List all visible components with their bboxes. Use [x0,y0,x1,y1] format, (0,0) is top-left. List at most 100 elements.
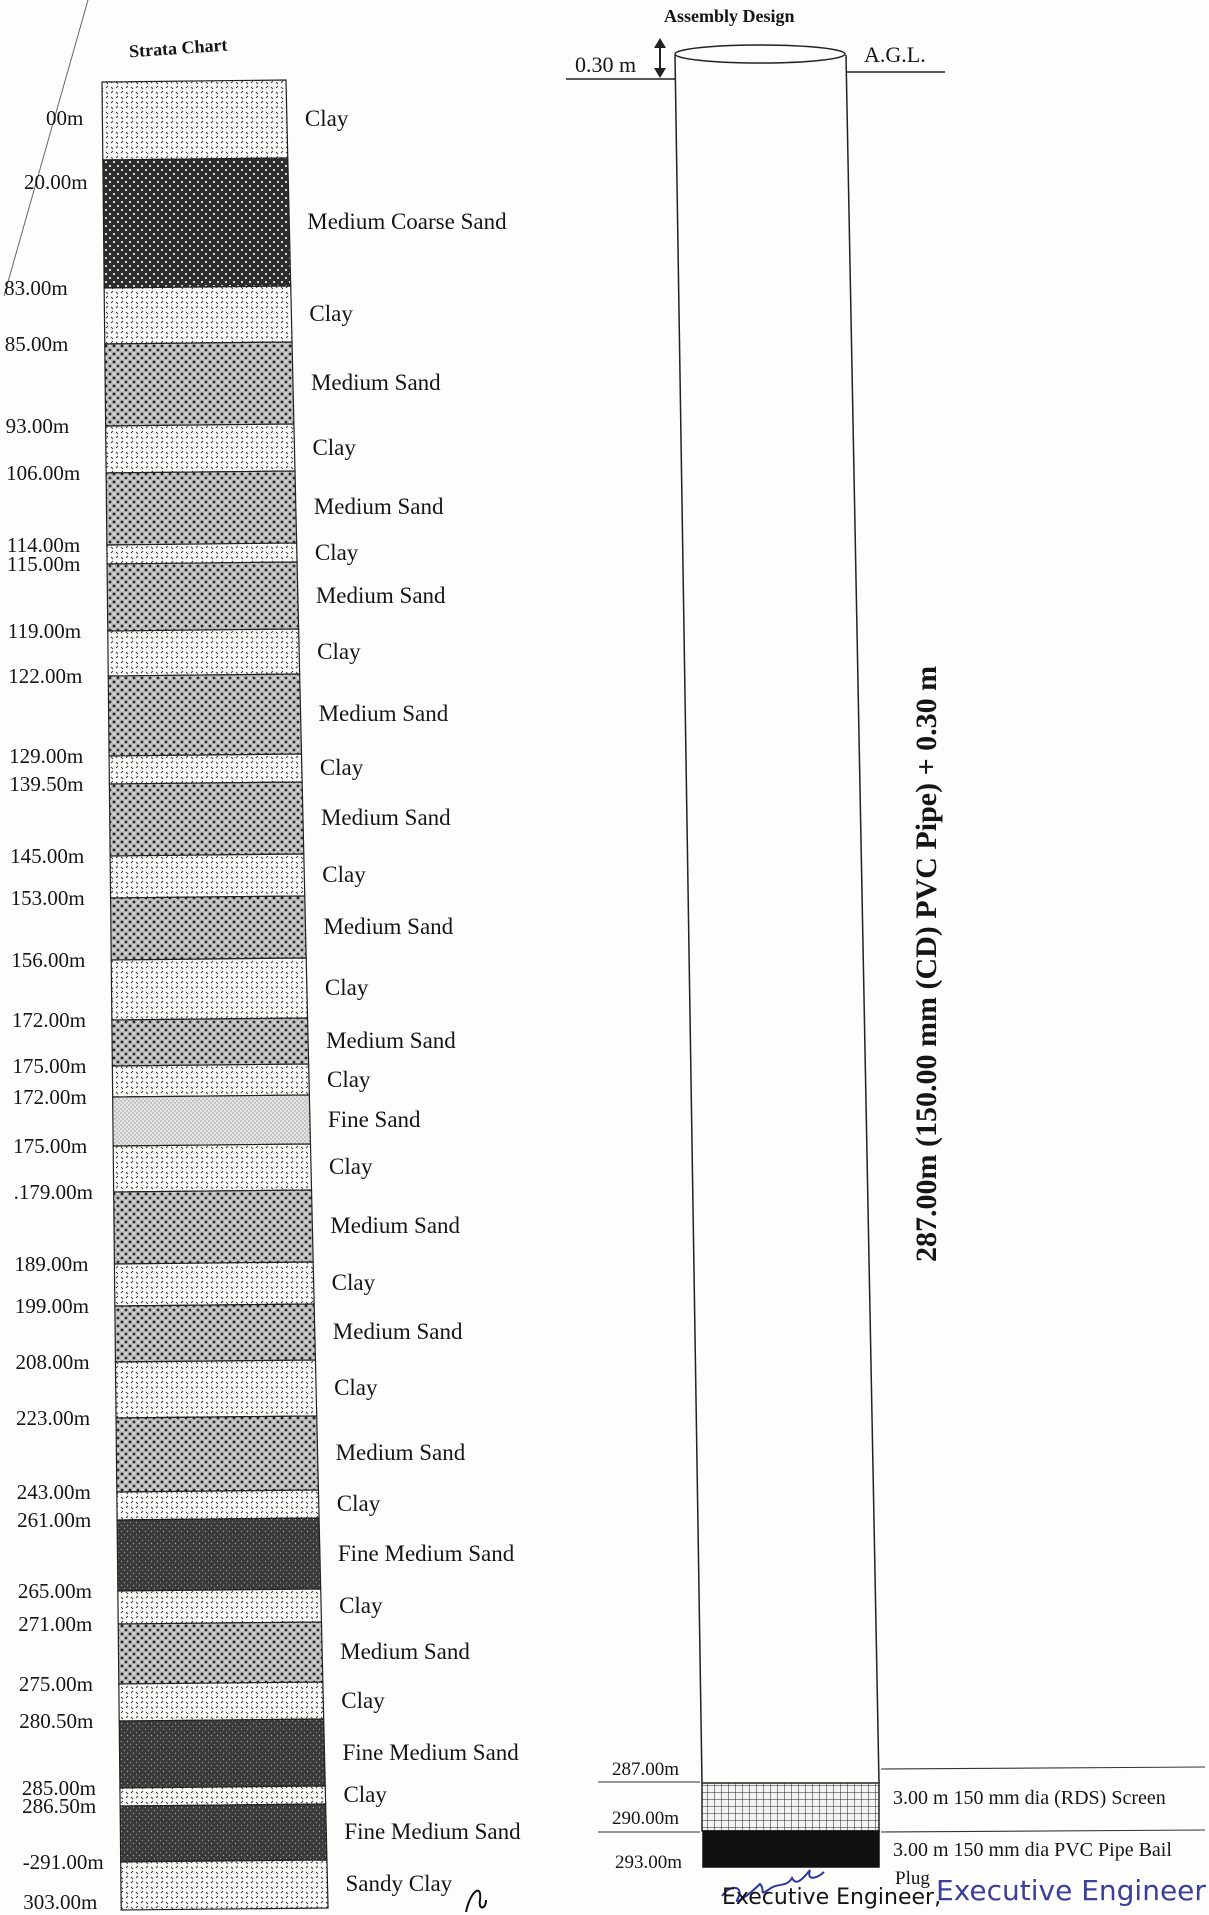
depth-label: 20.00m [24,170,88,194]
depth-label: 243.00m [16,1480,91,1504]
strata-layer [119,1785,327,1807]
screen-top-depth: 287.00m [612,1759,680,1780]
strata-layer [113,1261,315,1307]
material-label: Medium Sand [310,370,441,395]
material-label: Fine Medium Sand [344,1819,521,1844]
pipe-length-label: 287.00m (150.00 mm (CD) PVC Pipe) + 0.30… [910,665,943,1262]
depth-label: 223.00m [16,1406,91,1430]
strata-layer [117,1588,323,1625]
depth-label: 106.00m [6,461,81,485]
material-label: Medium Sand [340,1639,470,1664]
depth-label: 175.00m [12,1054,87,1078]
strata-layer [112,1094,312,1147]
depth-label: 145.00m [10,844,85,868]
depth-label: 175.00m [13,1134,88,1158]
strata-layer [102,157,292,289]
material-label: Medium Sand [330,1213,461,1238]
strata-layer [117,1621,324,1685]
strata-layer [101,79,289,161]
strata-layer [111,1017,310,1067]
strata-layer [106,561,300,632]
material-label: Clay [324,975,369,1000]
material-label: Medium Sand [326,1028,456,1053]
depth-label: 85.00m [4,332,69,356]
bottom-depth: 293.00m [615,1852,683,1873]
depth-label: 285.00m [21,1776,96,1800]
depth-label: 122.00m [8,664,83,688]
depth-label: 93.00m [5,414,70,438]
strata-layer [105,470,298,546]
strata-layer [116,1489,320,1521]
depth-label: 115.00m [7,552,81,576]
strata-layer [119,1803,328,1863]
pipe-mouth [674,44,846,64]
assembly-drawing [566,38,1206,1868]
material-label: Clay [339,1592,383,1618]
depth-label: 119.00m [7,619,82,643]
above-ground-height: 0.30 m [575,52,637,77]
strata-layer [105,423,296,474]
plug-top-depth: 290.00m [612,1808,680,1829]
rds-screen [701,1782,880,1832]
material-label: Fine Medium Sand [342,1739,519,1765]
material-label: Medium Sand [332,1319,463,1344]
material-label: Clay [322,862,366,887]
depth-label: 139.50m [9,772,84,796]
signature-mark [465,1889,487,1912]
material-label: Clay [314,539,359,565]
material-label: Clay [312,434,356,460]
material-label: Medium Sand [318,701,449,726]
plug-label-line2: Plug [895,1868,930,1889]
strata-layer [114,1359,318,1419]
strata-layer [107,628,301,677]
depth-label: 129.00m [9,744,84,768]
depth-label: 286.50m [22,1794,97,1818]
assembly-title: Assembly Design [664,6,795,26]
strata-layer [118,1681,325,1722]
depth-label: 189.00m [14,1252,89,1276]
strata-layer [120,1859,329,1911]
strata-layer [108,753,303,785]
strata-layer [107,673,303,757]
material-label: Clay [334,1375,378,1400]
depth-label: 172.00m [11,1008,86,1032]
material-label: Clay [309,301,353,326]
depth-label: 280.50m [19,1709,94,1733]
material-label: Clay [341,1687,385,1713]
strata-layer [114,1303,317,1363]
depth-label: 199.00m [14,1294,89,1318]
material-label: Medium Sand [315,582,446,608]
depth-label: 153.00m [10,886,85,910]
strata-layer [104,341,295,427]
plug-label-line1: 3.00 m 150 mm dia PVC Pipe Bail [893,1839,1172,1861]
agl-label: A.G.L. [864,42,926,67]
strata-layer [113,1189,314,1265]
strata-layer [115,1415,320,1493]
page-edge-mark [3,0,89,297]
strata-layer [111,1063,310,1098]
material-label: Clay [326,1066,371,1092]
signature-scribble [721,1869,825,1903]
material-label: Clay [319,755,364,780]
material-label: Medium Sand [313,494,444,519]
depth-label: -291.00m [22,1850,104,1874]
stamp-right: Executive Engineer [936,1874,1206,1907]
strata-layer [118,1718,326,1789]
depth-label: 156.00m [11,948,86,972]
strata-layer [106,542,298,565]
depth-label: 261.00m [17,1508,92,1532]
material-label: Medium Sand [335,1440,466,1465]
material-label: Clay [317,638,361,664]
depth-label: 208.00m [15,1350,90,1374]
material-label: Medium Sand [323,914,454,939]
material-label: Medium Coarse Sand [307,209,507,234]
material-label: Clay [343,1782,387,1807]
depth-label: 83.00m [4,276,68,300]
material-label: Sandy Clay [345,1871,453,1896]
depth-label: 303.00m [23,1890,98,1914]
strata-layer [112,1143,313,1193]
stamp-left: Executive Engineer, [722,1885,942,1910]
strata-layer [110,957,309,1021]
strata-layer [103,285,293,345]
top-depth-label: 00m [46,106,84,130]
